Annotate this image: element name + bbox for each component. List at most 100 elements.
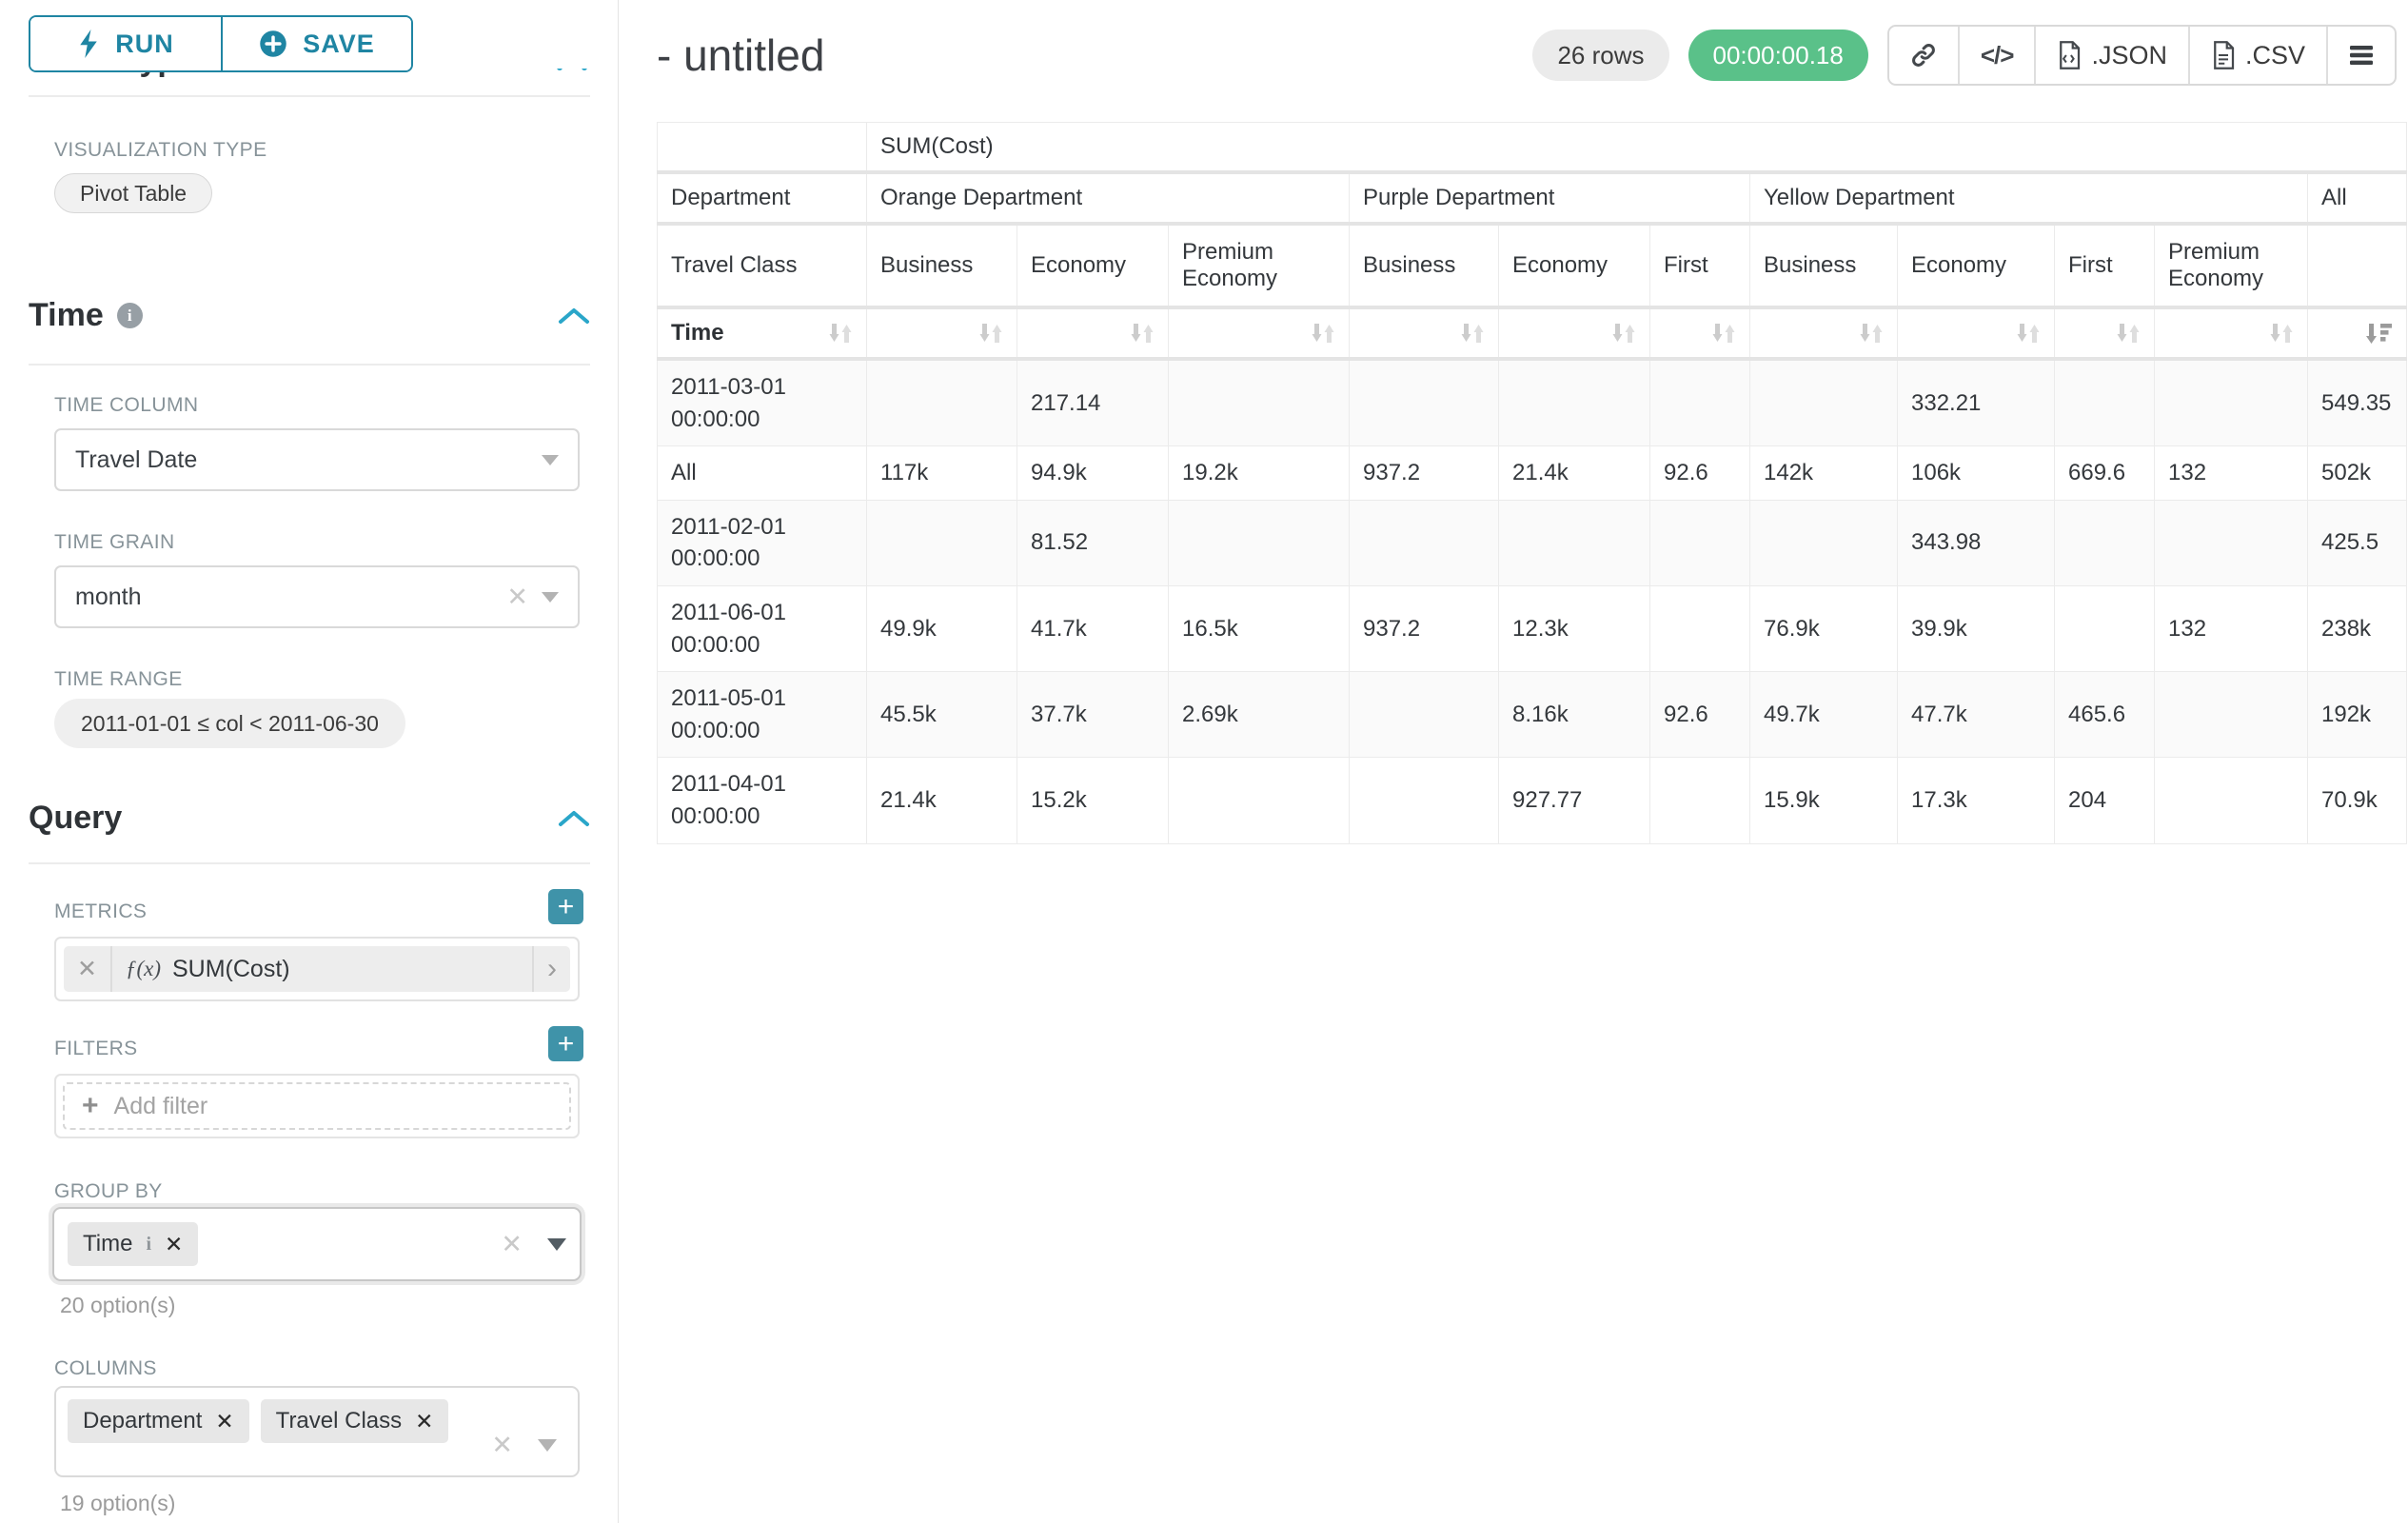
chip-label: Department (83, 1408, 203, 1434)
sort-icon[interactable] (1031, 322, 1155, 345)
time-column-select[interactable]: Travel Date ✕ (54, 428, 580, 491)
columns-option-count: 19 option(s) (60, 1491, 176, 1515)
pivot-value-cell: 217.14 (1016, 358, 1169, 447)
sort-icon[interactable] (1512, 322, 1636, 345)
info-icon[interactable]: i (116, 303, 143, 328)
sort-icon[interactable] (2068, 322, 2141, 345)
pivot-value-cell: 937.2 (1349, 445, 1499, 501)
row-header: 2011-04-01 00:00:00 (657, 757, 867, 844)
remove-chip-icon[interactable]: ✕ (215, 1408, 234, 1434)
pivot-value-cell: 49.7k (1749, 671, 1898, 759)
panel-divider[interactable] (618, 0, 619, 1523)
pivot-value-cell: 94.9k (1016, 445, 1169, 501)
pivot-value-cell: 39.9k (1897, 584, 2055, 673)
caret-down-icon[interactable] (547, 1237, 566, 1251)
selected-option-chip[interactable]: Time i ✕ (68, 1222, 199, 1266)
pivot-value-cell: 92.6 (1649, 671, 1750, 759)
copy-link-button[interactable] (1889, 27, 1958, 84)
add-metric-button[interactable]: + (548, 889, 583, 924)
pivot-value-cell (1498, 358, 1650, 447)
sort-descending-icon[interactable] (2321, 322, 2393, 345)
clear-icon[interactable]: ✕ (506, 582, 528, 611)
pivot-value-cell: 937.2 (1349, 584, 1499, 673)
pivot-value-cell: 47.7k (1897, 671, 2055, 759)
time-range-pill[interactable]: 2011-01-01 ≤ col < 2011-06-30 (54, 699, 405, 748)
chart-area: - untitled 26 rows 00:00:00.18 </> (619, 0, 2408, 1523)
department-group-header: Orange Department (866, 171, 1350, 226)
query-section-title: Query (29, 800, 123, 836)
remove-chip-icon[interactable]: ✕ (165, 1231, 184, 1256)
collapse-chevron-icon[interactable] (558, 307, 590, 325)
add-filter-plus-button[interactable]: + (548, 1026, 583, 1061)
chevron-right-icon[interactable]: › (532, 946, 570, 992)
sort-icon[interactable] (880, 322, 1003, 345)
sort-icon[interactable] (2168, 322, 2294, 345)
menu-button[interactable] (2326, 27, 2395, 84)
sort-cell (1168, 307, 1350, 361)
metrics-label: METRICS (54, 900, 148, 922)
sort-icon[interactable] (1764, 322, 1884, 345)
metric-name: SUM(Cost) (171, 955, 290, 982)
viz-type-pill[interactable]: Pivot Table (54, 173, 213, 213)
column-dimension-label: Travel Class (657, 223, 867, 309)
sort-icon[interactable] (1664, 322, 1736, 345)
travel-class-header: Economy (1016, 223, 1169, 309)
sort-cell (1498, 307, 1650, 361)
travel-class-header: First (1649, 223, 1750, 309)
pivot-value-cell: 332.21 (1897, 358, 2055, 447)
selected-option-chip[interactable]: Travel Class ✕ (260, 1399, 449, 1443)
columns-select[interactable]: Department ✕ Travel Class ✕ ✕ (54, 1386, 580, 1477)
add-filter-label: Add filter (113, 1092, 208, 1119)
run-button[interactable]: RUN (30, 17, 221, 70)
filters-label: FILTERS (54, 1038, 138, 1059)
group-by-select[interactable]: Time i ✕ ✕ (52, 1207, 582, 1281)
sort-cell (2054, 307, 2155, 361)
pivot-value-cell: 2.69k (1168, 671, 1350, 759)
sort-icon[interactable] (828, 322, 853, 345)
pivot-value-cell: 15.2k (1016, 757, 1169, 844)
chip-label: Time (83, 1231, 133, 1256)
metrics-box: ✕ ƒ(x) SUM(Cost) › (54, 937, 580, 1001)
time-section-title: Time (29, 297, 104, 333)
sort-icon[interactable] (1911, 322, 2041, 345)
chart-title[interactable]: - untitled (657, 30, 825, 80)
info-icon[interactable]: i (146, 1233, 152, 1255)
sort-icon[interactable] (1363, 322, 1485, 345)
add-filter-button[interactable]: + Add filter (63, 1082, 571, 1130)
pivot-value-cell: 41.7k (1016, 584, 1169, 673)
pivot-value-cell (1498, 499, 1650, 586)
clear-icon[interactable]: ✕ (491, 1431, 513, 1459)
export-json-button[interactable]: .JSON (2034, 27, 2188, 84)
time-column-value: Travel Date (75, 445, 198, 473)
csv-file-icon (2214, 41, 2235, 69)
view-query-button[interactable]: </> (1957, 27, 2035, 84)
department-group-header: All (2307, 171, 2407, 226)
remove-metric-icon[interactable]: ✕ (64, 946, 112, 992)
department-group-header: Purple Department (1349, 171, 1750, 226)
selected-option-chip[interactable]: Department ✕ (68, 1399, 249, 1443)
time-section-header: Time i (29, 297, 590, 334)
pivot-value-cell (1168, 358, 1350, 447)
caret-down-icon[interactable] (538, 1439, 557, 1452)
save-button[interactable]: SAVE (221, 17, 411, 70)
pivot-value-cell: 192k (2307, 671, 2407, 759)
time-grain-select[interactable]: month ✕ (54, 565, 580, 628)
time-range-label: TIME RANGE (54, 668, 183, 690)
remove-chip-icon[interactable]: ✕ (415, 1408, 434, 1434)
code-icon: </> (1980, 40, 2015, 69)
travel-class-header (2307, 223, 2407, 309)
pivot-value-cell: 343.98 (1897, 499, 2055, 586)
travel-class-header: Economy (1498, 223, 1650, 309)
pivot-value-cell: 549.35 (2307, 358, 2407, 447)
clear-icon[interactable]: ✕ (501, 1229, 523, 1258)
caret-down-icon (542, 454, 559, 465)
pivot-value-cell: 15.9k (1749, 757, 1898, 844)
collapse-chevron-icon[interactable] (558, 810, 590, 827)
metric-pill[interactable]: ✕ ƒ(x) SUM(Cost) › (64, 946, 570, 992)
control-panel: Chart Type RUN SAVE VISUALIZATION TYPE P… (0, 0, 619, 1523)
columns-chips: Department ✕ Travel Class ✕ (68, 1399, 460, 1443)
pivot-value-cell (2154, 757, 2308, 844)
sort-icon[interactable] (1182, 322, 1335, 345)
export-csv-button[interactable]: .CSV (2187, 27, 2326, 84)
pivot-value-cell (1649, 584, 1750, 673)
